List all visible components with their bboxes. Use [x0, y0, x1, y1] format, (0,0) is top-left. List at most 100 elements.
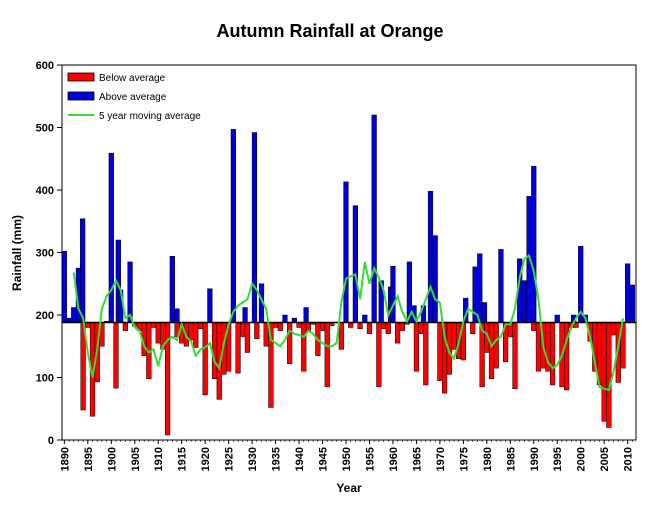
bar-below-1928	[240, 322, 246, 338]
y-tick-label: 300	[36, 248, 54, 260]
bar-above-1983	[498, 249, 504, 323]
above-average-bars	[61, 114, 635, 323]
x-tick-label: 1965	[411, 447, 423, 471]
bar-below-1961	[395, 322, 401, 344]
y-tick-label: 0	[48, 435, 54, 447]
bar-above-1890	[61, 251, 67, 323]
bar-below-2005	[601, 322, 607, 422]
bar-below-1922	[211, 322, 218, 379]
bar-above-1979.5	[481, 302, 488, 323]
bar-below-1997	[564, 322, 570, 391]
bar-below-1965	[413, 322, 420, 372]
bar-above-1926	[230, 129, 236, 323]
y-tick-label: 600	[36, 60, 54, 72]
x-tick-label: 2005	[599, 447, 611, 471]
bar-below-1910	[155, 322, 161, 344]
bar-above-1893.9	[80, 218, 86, 323]
bar-above-1988	[521, 280, 527, 323]
bar-below-1986	[512, 322, 518, 389]
bar-below-1941	[301, 322, 307, 372]
bar-below-1949	[338, 322, 344, 350]
x-tick-label: 1910	[153, 447, 165, 471]
bar-below-1927	[235, 322, 241, 374]
bar-below-1942	[305, 322, 312, 331]
x-tick-label: 1950	[341, 447, 353, 471]
x-tick-label: 2000	[576, 447, 588, 471]
bar-above-1960	[390, 266, 396, 323]
x-tick-label: 1890	[59, 447, 71, 471]
legend-label-below: Below average	[99, 73, 166, 84]
x-tick-label: 1980	[482, 447, 494, 471]
bar-below-1955	[366, 322, 373, 334]
bar-below-1901	[113, 322, 119, 389]
y-axis-label: Rainfall (mm)	[10, 215, 24, 291]
bar-below-1917	[188, 322, 194, 341]
bar-below-1938	[287, 322, 293, 364]
legend-swatch-above	[67, 91, 95, 101]
bar-above-1941.5	[303, 307, 309, 323]
legend-label-above: Above average	[99, 92, 167, 103]
bar-below-1931	[254, 322, 260, 339]
y-tick-label: 100	[36, 373, 54, 385]
x-tick-label: 2010	[623, 447, 635, 471]
bar-below-1903	[122, 322, 128, 331]
bar-below-1919	[197, 322, 204, 329]
bar-below-1967	[423, 322, 429, 386]
bar-below-2007	[610, 322, 617, 336]
x-tick-label: 1990	[529, 447, 541, 471]
bar-below-1970	[437, 322, 443, 381]
x-tick-label: 1940	[294, 447, 306, 471]
bar-below-1920	[202, 322, 208, 396]
bar-above-1913	[169, 256, 175, 323]
bar-below-1929	[244, 322, 251, 353]
x-axis: 1890 1895 1900 1905 1910 1915 1920 1925 1930 1935…	[59, 440, 635, 471]
bar-below-2006	[606, 322, 612, 428]
bar-below-1966	[418, 322, 424, 334]
bar-above-1956	[371, 114, 377, 323]
bar-below-1994	[549, 322, 556, 386]
bar-below-1977	[470, 322, 476, 334]
bar-above-1921	[207, 288, 213, 323]
bar-below-1991	[535, 322, 542, 372]
x-tick-label: 1930	[247, 447, 259, 471]
bar-below-1945	[319, 322, 326, 331]
x-tick-label: 1960	[388, 447, 400, 471]
x-tick-label: 1970	[435, 447, 447, 471]
x-axis-label: Year	[336, 481, 362, 495]
y-tick-label: 400	[36, 185, 54, 197]
bar-above-1990	[531, 166, 537, 323]
y-axis: 0 100 200 300 400 500 600	[36, 60, 62, 447]
bar-below-1959	[385, 322, 391, 334]
bar-above-1914	[174, 308, 180, 323]
bar-above-1969	[432, 235, 438, 323]
chart-title: Autumn Rainfall at Orange	[216, 21, 443, 41]
bar-below-1957	[376, 322, 382, 388]
x-tick-label: 1985	[505, 447, 517, 471]
legend: Below average Above average 5 year movin…	[67, 72, 201, 122]
bar-above-1968	[427, 191, 434, 323]
x-tick-label: 1905	[130, 447, 142, 471]
bar-below-1958	[380, 322, 387, 329]
x-tick-label: 1895	[83, 447, 95, 471]
x-tick-label: 1935	[271, 447, 283, 471]
bar-above-1928.5	[242, 307, 248, 323]
bar-below-1973	[451, 322, 457, 350]
x-tick-label: 1925	[224, 447, 236, 471]
x-tick-label: 1975	[458, 447, 470, 471]
bar-below-1962	[399, 322, 405, 331]
x-tick-label: 1915	[177, 447, 189, 471]
x-tick-label: 1920	[200, 447, 212, 471]
bar-below-1946	[324, 322, 330, 388]
plot-area	[61, 64, 637, 441]
bar-above-1950	[343, 181, 349, 323]
bar-below-1990	[531, 322, 537, 331]
bar-above-1995	[554, 314, 560, 323]
bar-above-1937	[282, 314, 288, 323]
x-tick-label: 1995	[552, 447, 564, 471]
bar-above-1952	[352, 205, 358, 323]
bar-below-1936	[277, 322, 283, 331]
bar-above-1904	[127, 261, 133, 323]
bar-below-1953	[357, 322, 363, 329]
x-tick-label: 1945	[318, 447, 330, 471]
